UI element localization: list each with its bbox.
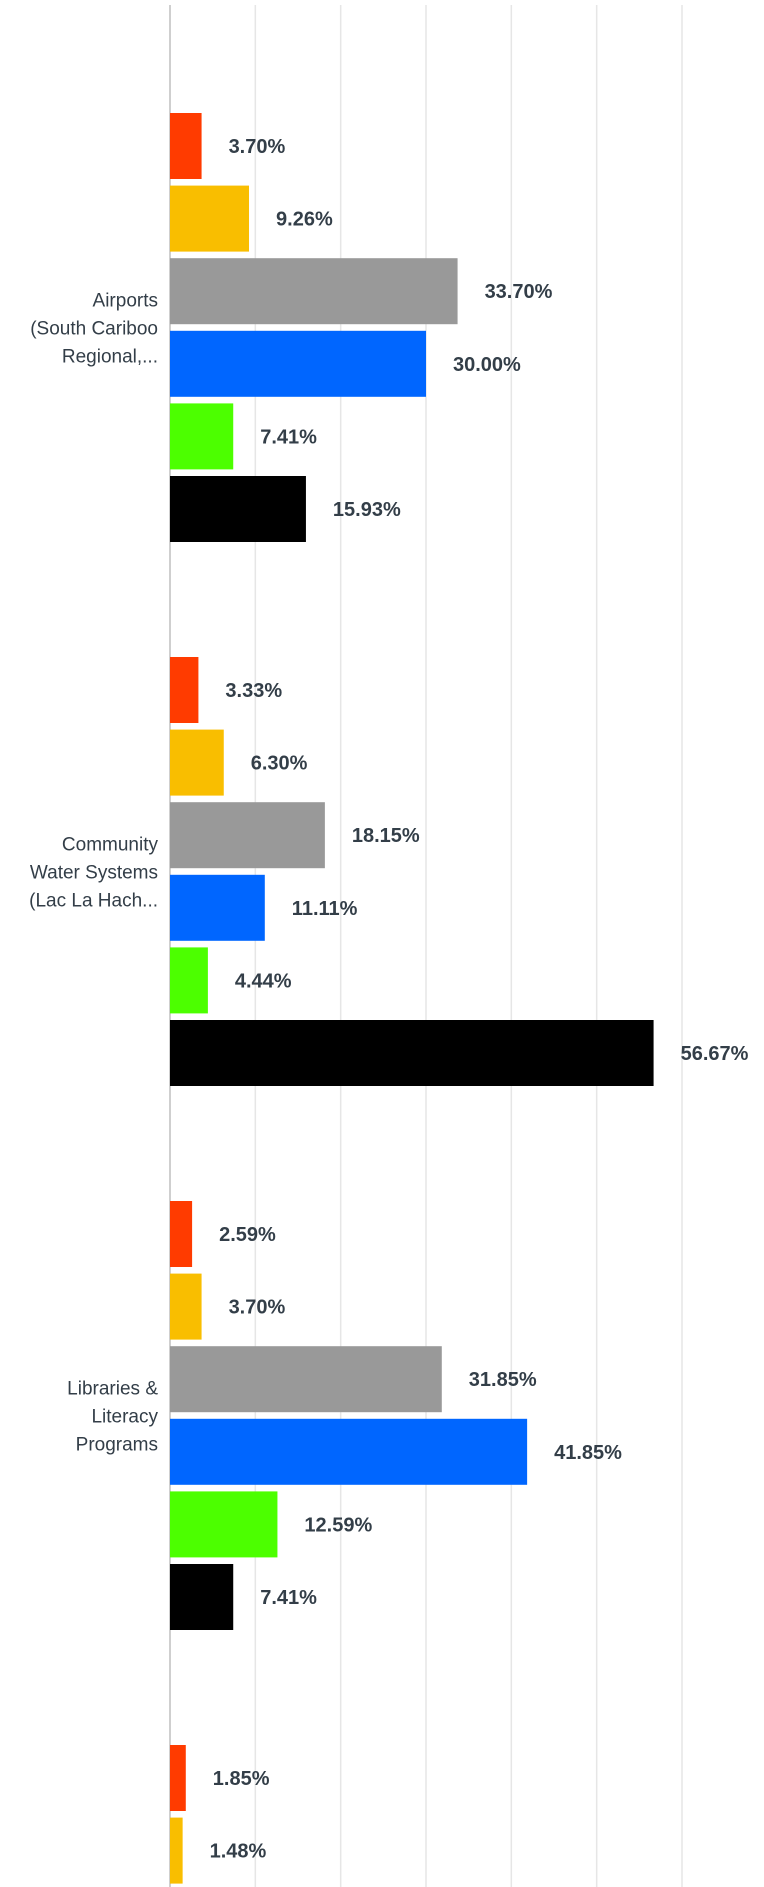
data-label: 33.70% (485, 281, 553, 303)
data-label: 6.30% (251, 753, 308, 775)
data-label: 2.59% (219, 1224, 276, 1246)
data-label: 12.59% (304, 1514, 372, 1536)
bar (170, 1491, 278, 1558)
data-label: 9.26% (276, 209, 333, 231)
bar (170, 1020, 654, 1086)
bar (170, 802, 325, 869)
data-label: 3.70% (229, 1297, 286, 1319)
data-label: 11.11% (292, 898, 358, 920)
bar (170, 947, 208, 1014)
data-label: 1.85% (213, 1768, 270, 1790)
data-label: 4.44% (235, 970, 292, 992)
bar (170, 258, 458, 325)
category-label: Libraries & (67, 1379, 158, 1400)
data-label: 3.70% (229, 136, 286, 158)
category-label: (Lac La Hach... (29, 891, 158, 912)
data-label: 7.41% (260, 426, 317, 448)
data-label: 56.67% (681, 1043, 749, 1065)
category-label: Literacy (91, 1407, 158, 1428)
bar (170, 1201, 193, 1267)
data-label: 30.00% (453, 354, 521, 376)
bar (170, 1273, 202, 1340)
bar (170, 1418, 528, 1485)
bar (170, 330, 426, 397)
bar (170, 185, 250, 252)
bar (170, 657, 199, 723)
data-label: 31.85% (469, 1369, 537, 1391)
data-label: 1.48% (210, 1841, 267, 1863)
bar (170, 1817, 183, 1884)
data-labels: 3.70% 9.26% 33.70% 30.00% 7.41% 15.93% 3.33% 6.… (210, 136, 749, 1863)
category-label: (South Cariboo (30, 319, 158, 340)
category-label: Regional,... (62, 347, 158, 368)
bar (170, 403, 234, 470)
bar (170, 1745, 186, 1811)
bar (170, 1564, 234, 1630)
bar (170, 113, 202, 179)
data-label: 41.85% (554, 1442, 622, 1464)
category-label: Water Systems (30, 863, 158, 884)
category-label: Community (62, 835, 159, 856)
data-label: 15.93% (333, 499, 401, 521)
category-label: Programs (76, 1435, 158, 1456)
data-label: 18.15% (352, 825, 420, 847)
bar (170, 1346, 442, 1413)
data-label: 7.41% (260, 1587, 317, 1609)
bar (170, 476, 306, 542)
bar (170, 874, 265, 941)
bar (170, 729, 224, 796)
data-label: 3.33% (225, 680, 282, 702)
category-labels: Airports (South Cariboo Regional,... Commun… (29, 291, 158, 1456)
category-label: Airports (93, 291, 158, 312)
bars (170, 113, 654, 1884)
